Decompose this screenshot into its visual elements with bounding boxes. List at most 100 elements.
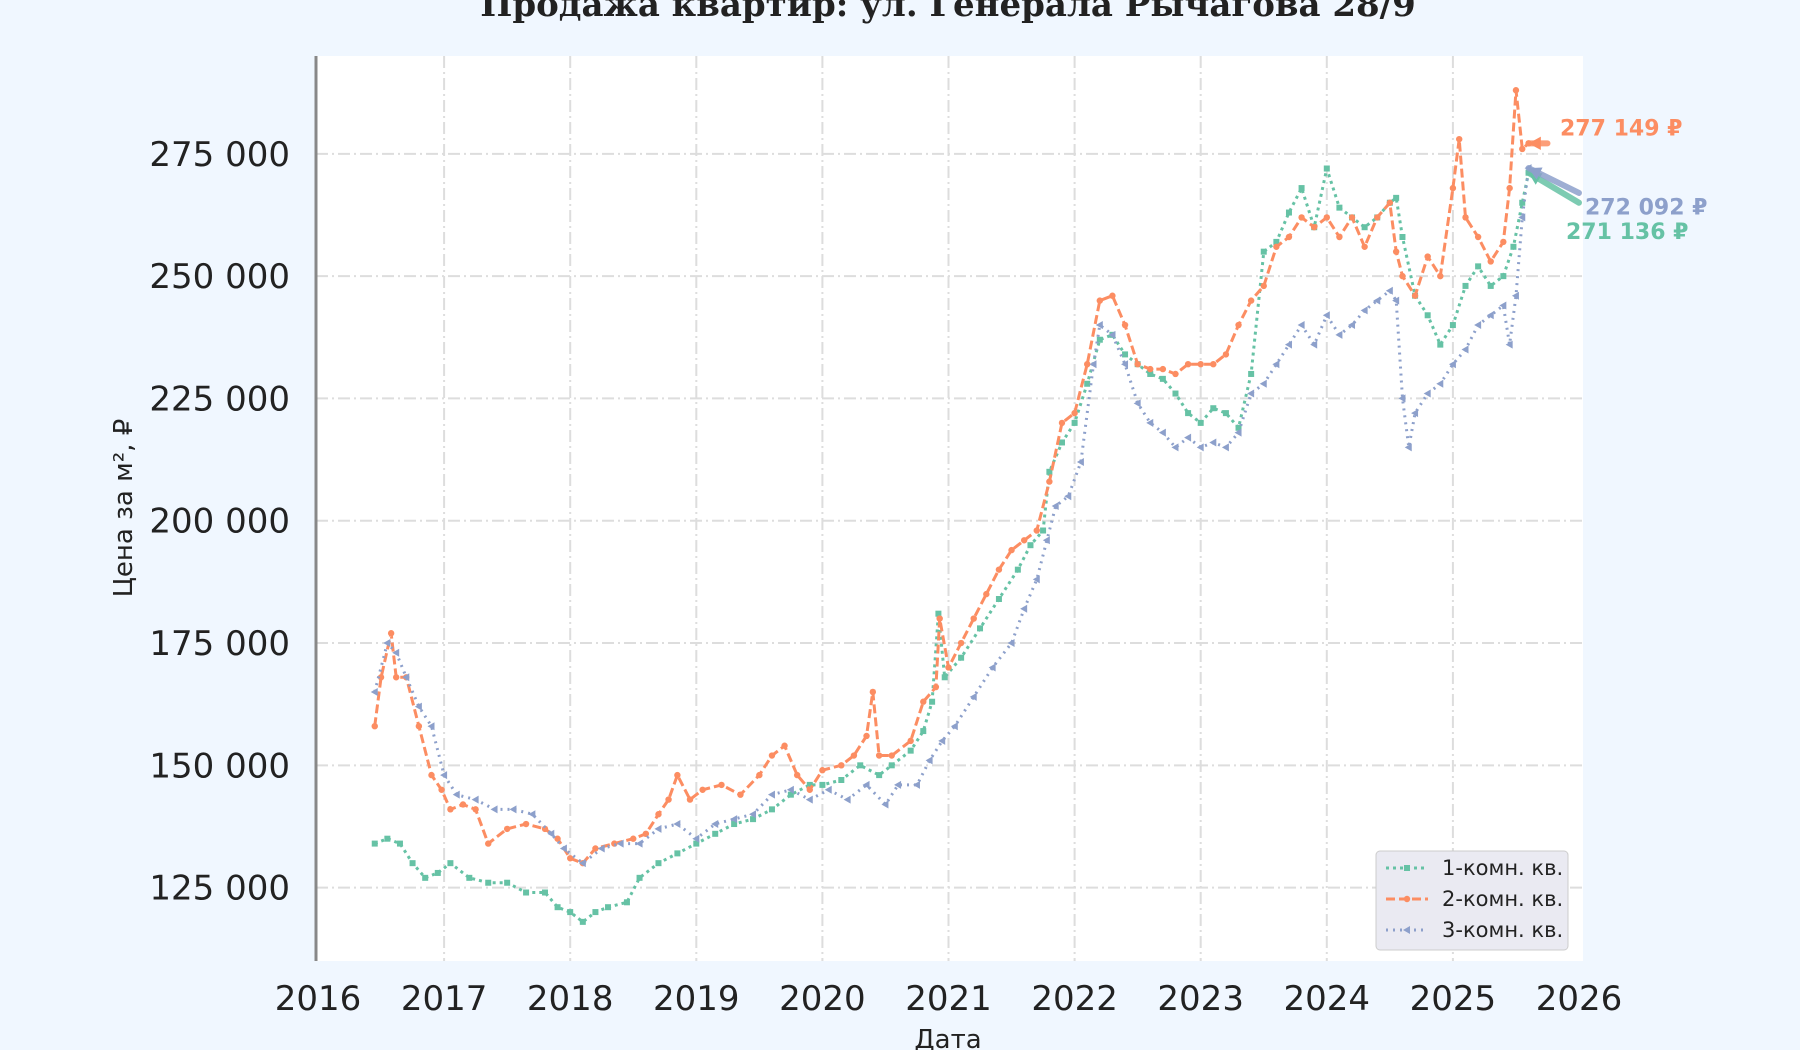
y-axis-label: Цена за м², ₽ [109, 419, 139, 598]
x-tick-labels: 2016 2017 2018 2019 2020 2021 2022 2023 2024 2025… [275, 979, 1623, 1019]
data-point [1423, 389, 1431, 398]
data-point [1373, 296, 1381, 305]
data-point [1462, 214, 1469, 221]
data-point [686, 796, 694, 803]
data-point [370, 687, 378, 696]
x-tick-label: 2018 [527, 979, 614, 1019]
data-point [384, 835, 391, 842]
data-point [1032, 575, 1040, 584]
data-point [970, 615, 977, 622]
forecast-arrowhead [1528, 167, 1543, 180]
data-point [692, 834, 700, 843]
data-point [1147, 370, 1154, 377]
data-point [371, 840, 378, 847]
data-point [1500, 238, 1507, 246]
data-point [1411, 292, 1419, 299]
legend-label: 2-комн. кв. [1442, 887, 1563, 911]
data-point [1235, 424, 1242, 431]
data-point [1461, 345, 1469, 354]
data-point [1361, 224, 1368, 231]
data-point [888, 762, 895, 769]
y-tick-label: 200 000 [149, 502, 290, 542]
data-point [876, 772, 883, 779]
data-point [674, 850, 681, 857]
data-point [1360, 306, 1368, 315]
data-point [1500, 273, 1507, 280]
data-point [1448, 360, 1456, 369]
data-point [1424, 312, 1431, 319]
data-point [1298, 185, 1305, 192]
data-point [1437, 272, 1444, 280]
data-point [787, 791, 794, 798]
data-point [1159, 365, 1167, 373]
data-point [452, 790, 460, 799]
data-point [1336, 233, 1343, 241]
data-point [1234, 428, 1242, 437]
data-point [881, 800, 889, 809]
legend-label: 1-комн. кв. [1442, 856, 1563, 880]
data-point [1159, 375, 1166, 382]
data-point [422, 874, 429, 881]
data-point [503, 825, 511, 833]
data-point [786, 785, 794, 794]
data-point [392, 648, 400, 657]
data-point [611, 840, 618, 847]
data-point [1510, 243, 1517, 250]
data-point [869, 688, 877, 696]
data-point [567, 855, 574, 862]
data-point [541, 889, 548, 896]
data-point [1197, 419, 1204, 426]
data-point [1210, 405, 1217, 412]
data-point [888, 752, 895, 759]
data-point [1121, 321, 1129, 329]
data-point [983, 590, 990, 598]
data-point [1221, 443, 1229, 452]
data-point [1076, 458, 1084, 467]
series-1 [371, 165, 1532, 925]
end-value-label: 272 092 ₽ [1585, 196, 1707, 221]
data-point [824, 785, 832, 794]
data-point [523, 889, 530, 896]
data-point [936, 615, 943, 622]
data-point [838, 777, 845, 783]
data-point [1020, 537, 1028, 544]
data-point [907, 737, 914, 745]
y-tick-label: 250 000 [149, 257, 290, 297]
legend: 1-комн. кв. 2-комн. кв. 3-комн. кв. [1375, 850, 1569, 951]
data-point [1014, 566, 1021, 573]
data-point [1297, 321, 1305, 330]
data-point [988, 663, 996, 672]
data-point [655, 811, 662, 818]
data-point [938, 736, 946, 745]
data-point [907, 747, 914, 754]
data-point [850, 752, 858, 759]
data-point [1335, 330, 1343, 339]
data-point [1046, 478, 1053, 485]
data-point [1247, 297, 1255, 304]
data-point [554, 904, 561, 911]
data-point [749, 810, 757, 819]
y-tick-label: 275 000 [149, 135, 290, 175]
data-point [402, 673, 410, 682]
data-point [995, 596, 1002, 602]
data-point [1134, 360, 1141, 368]
data-point [1385, 286, 1393, 295]
data-point [440, 771, 448, 780]
data-point [793, 771, 801, 779]
data-point [1172, 390, 1179, 397]
data-point [447, 806, 454, 813]
legend-item: 1-комн. кв. [1386, 856, 1563, 880]
legend-label: 3-комн. кв. [1442, 918, 1563, 942]
data-point [838, 762, 845, 769]
x-tick-label: 2016 [275, 979, 362, 1019]
data-point [1184, 360, 1192, 368]
data-point [383, 639, 391, 648]
data-point [1285, 209, 1292, 216]
legend-item: 2-комн. кв. [1386, 887, 1563, 911]
data-point [459, 801, 467, 808]
forecast-layer: 271 136 ₽ 277 149 ₽ 272 092 ₽ [1525, 116, 1707, 245]
series-layer [370, 87, 1532, 925]
data-point [1519, 199, 1526, 206]
data-point [1084, 360, 1091, 368]
data-point [1499, 301, 1507, 310]
